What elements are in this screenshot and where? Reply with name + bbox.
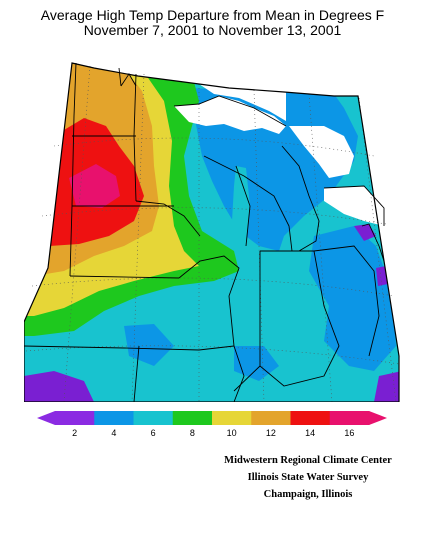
lake-huron-north: [289, 126, 354, 178]
legend-color-box: [172, 411, 213, 425]
title-line-1: Average High Temp Departure from Mean in…: [40, 7, 385, 23]
zone-magenta: [69, 164, 120, 208]
title-line-2: November 7, 2001 to November 13, 2001: [83, 22, 342, 38]
legend-color-box: [55, 411, 95, 425]
legend-tick-label: 14: [305, 428, 315, 438]
graticule: [25, 65, 400, 402]
lake-superior-north: [199, 84, 286, 121]
legend-tick-label: 4: [111, 428, 116, 438]
zone-blue-south: [124, 324, 174, 366]
legend-tick-label: 10: [227, 428, 237, 438]
legend-color-box: [290, 411, 331, 425]
credit-line-1: Midwestern Regional Climate Center: [224, 455, 392, 466]
map-title: Average High Temp Departure from Mean in…: [0, 8, 425, 38]
legend-color-box: [251, 411, 291, 425]
credit-line-3: Champaign, Illinois: [263, 489, 353, 500]
legend-color-box: [329, 411, 370, 425]
state-boundaries: [24, 62, 385, 402]
legend-left-arrow: [37, 411, 55, 425]
credits: Midwestern Regional Climate Center Illin…: [196, 452, 420, 503]
legend-color-box: [133, 411, 174, 425]
zone-purple-southeast: [374, 371, 399, 402]
lake-michigan: [232, 166, 250, 251]
lake-erie-area: [324, 186, 384, 226]
credit-line-2: Illinois State Water Survey: [247, 472, 369, 483]
lake-superior: [174, 96, 286, 134]
color-legend: 2 4 6 8 10 12 14 16: [37, 410, 387, 440]
legend-color-box: [94, 411, 134, 425]
legend-color-box: [212, 411, 252, 425]
legend-tick-label: 2: [72, 428, 77, 438]
zone-purple-southwest: [24, 371, 94, 402]
temperature-departure-map: [24, 46, 402, 402]
legend-tick-label: 16: [344, 428, 354, 438]
legend-tick-label: 6: [151, 428, 156, 438]
legend-right-arrow: [369, 411, 387, 425]
map-frame: [24, 62, 400, 402]
legend-tick-label: 8: [190, 428, 195, 438]
legend-tick-label: 12: [266, 428, 276, 438]
